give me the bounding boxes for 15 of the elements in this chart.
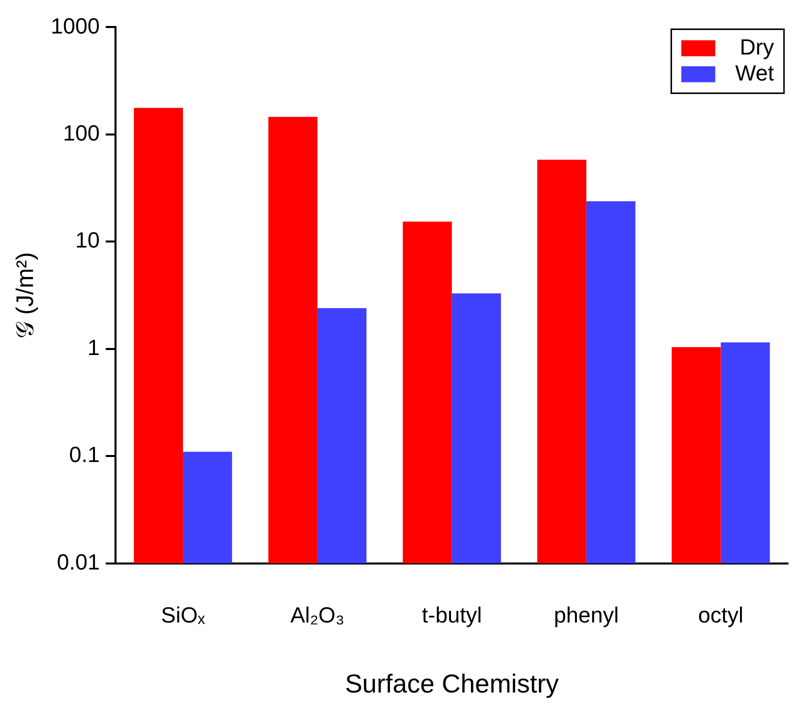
x-axis-title: Surface Chemistry [344,668,559,699]
legend-label: Dry [740,34,774,60]
x-tick-label: SiOₓ [161,602,206,628]
x-tick-label: t-butyl [422,602,482,628]
y-tick-label: 1 [87,334,100,360]
legend-label: Wet [735,60,774,86]
y-tick-label: 100 [63,120,100,146]
x-tick-label: phenyl [554,602,619,628]
x-tick-label: octyl [698,602,744,628]
x-tick-label: Al₂O₃ [290,602,345,628]
y-tick-label: 1000 [50,13,100,38]
y-axis-title: 𝒢 (J/m²) [12,252,40,338]
y-tick-label: 0.1 [69,442,100,468]
y-tick-label: 0.01 [56,549,100,574]
y-tick-label: 10 [75,228,100,253]
